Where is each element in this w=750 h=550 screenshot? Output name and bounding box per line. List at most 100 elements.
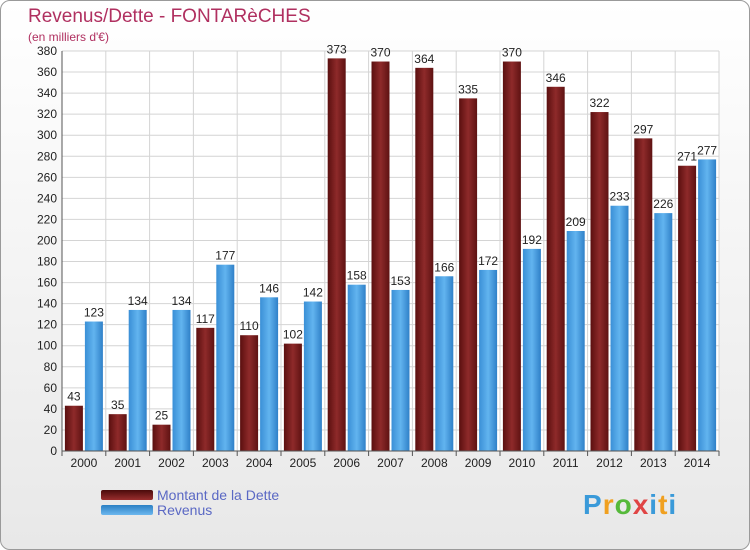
revenue-bar (84, 321, 103, 451)
grid-layer (61, 50, 720, 452)
revenue-value-label: 153 (390, 274, 410, 288)
debt-value-label: 370 (502, 46, 522, 60)
y-tick-label: 360 (37, 65, 57, 79)
revenue-value-label: 233 (609, 190, 629, 204)
y-tick-label: 120 (37, 318, 57, 332)
debt-value-label: 110 (240, 319, 259, 333)
debt-bar (634, 138, 653, 452)
revenue-bar (172, 309, 191, 451)
revenue-bar (435, 276, 454, 451)
debt-value-label: 271 (677, 150, 697, 164)
debt-value-label: 297 (633, 122, 653, 136)
y-tick-label: 380 (37, 44, 57, 58)
debt-value-label: 102 (283, 328, 303, 342)
debt-bar (678, 165, 697, 451)
debt-bar (240, 335, 259, 451)
revenue-bar (303, 301, 322, 451)
y-tick-label: 320 (37, 107, 57, 121)
revenue-bar (216, 264, 235, 451)
debt-bar (283, 343, 302, 451)
x-tick-label: 2000 (71, 456, 98, 470)
y-tick-label: 160 (37, 276, 57, 290)
y-tick-label: 300 (37, 128, 57, 142)
debt-bar (415, 67, 434, 451)
y-tick-label: 200 (37, 233, 57, 247)
logo-letter: t (658, 489, 669, 520)
revenue-value-label: 158 (347, 269, 367, 283)
x-tick-label: 2003 (202, 456, 229, 470)
y-tick-label: 40 (44, 402, 58, 416)
debt-bar (502, 61, 521, 452)
debt-value-label: 43 (67, 390, 81, 404)
revenue-bar (260, 297, 279, 451)
revenue-value-label: 166 (434, 260, 454, 274)
debt-value-label: 117 (196, 312, 215, 326)
axis-layer: 0 20 40 60 80 100 120 140 160 180 200 220 240 260 280 3… (37, 44, 720, 470)
legend-swatch-revenue (101, 505, 153, 515)
revenue-value-label: 177 (215, 249, 235, 263)
debt-bar (371, 61, 390, 452)
revenue-value-label: 142 (303, 286, 323, 300)
labels-layer: 43 123 35 134 25 134 117 177 110 146 102 142 373 158 3… (67, 42, 717, 422)
x-tick-label: 2004 (246, 456, 273, 470)
logo-letter: i (668, 489, 678, 520)
revenue-bar (391, 289, 410, 451)
revenue-bar (698, 159, 717, 451)
revenue-value-label: 277 (697, 143, 717, 157)
y-tick-label: 20 (44, 423, 58, 437)
revenue-value-label: 146 (259, 281, 279, 295)
debt-bar (590, 112, 609, 451)
x-tick-label: 2014 (684, 456, 711, 470)
revenue-value-label: 134 (128, 294, 148, 308)
y-tick-label: 80 (44, 360, 58, 374)
x-tick-label: 2007 (377, 456, 404, 470)
logo-letter: o (614, 489, 633, 520)
debt-bar (64, 405, 83, 451)
logo-letter: i (649, 489, 659, 520)
revenue-bar (522, 248, 541, 451)
debt-value-label: 335 (458, 82, 478, 96)
x-tick-label: 2011 (553, 456, 579, 470)
x-tick-label: 2013 (640, 456, 667, 470)
debt-bar (196, 327, 215, 451)
y-tick-label: 260 (37, 170, 57, 184)
y-tick-label: 280 (37, 149, 57, 163)
logo-letter: P (583, 489, 603, 520)
y-tick-label: 180 (37, 255, 57, 269)
debt-value-label: 346 (546, 71, 566, 85)
y-tick-label: 100 (37, 339, 57, 353)
y-tick-label: 0 (50, 444, 57, 458)
revenue-value-label: 209 (566, 215, 586, 229)
logo-letter: x (632, 489, 650, 520)
debt-value-label: 373 (327, 42, 347, 56)
bars-layer (64, 58, 717, 452)
revenue-value-label: 123 (84, 306, 104, 320)
x-tick-label: 2010 (509, 456, 536, 470)
legend-swatch-debt (101, 490, 153, 500)
debt-bar (546, 86, 565, 451)
y-tick-label: 220 (37, 212, 57, 226)
debt-bar (152, 424, 171, 451)
debt-value-label: 35 (111, 398, 125, 412)
debt-value-label: 25 (155, 409, 169, 423)
x-tick-label: 2009 (465, 456, 492, 470)
debt-bar (108, 414, 127, 451)
debt-bar (327, 58, 346, 452)
revenue-value-label: 134 (171, 294, 191, 308)
chart-title: Revenus/Dette - FONTARèCHES (28, 6, 311, 27)
proxiti-logo: Proxiti (583, 489, 677, 521)
debt-value-label: 370 (370, 46, 390, 60)
x-tick-label: 2012 (596, 456, 623, 470)
revenue-value-label: 172 (478, 254, 498, 268)
revenue-value-label: 226 (653, 197, 673, 211)
revenue-bar (566, 231, 585, 451)
y-tick-label: 140 (37, 297, 57, 311)
y-tick-label: 60 (44, 381, 58, 395)
plot-area (62, 51, 719, 451)
x-tick-label: 2002 (158, 456, 185, 470)
legend-label-debt: Montant de la Dette (157, 487, 280, 503)
revenue-bar (128, 309, 147, 451)
revenue-bar (479, 269, 498, 451)
x-tick-label: 2006 (333, 456, 360, 470)
